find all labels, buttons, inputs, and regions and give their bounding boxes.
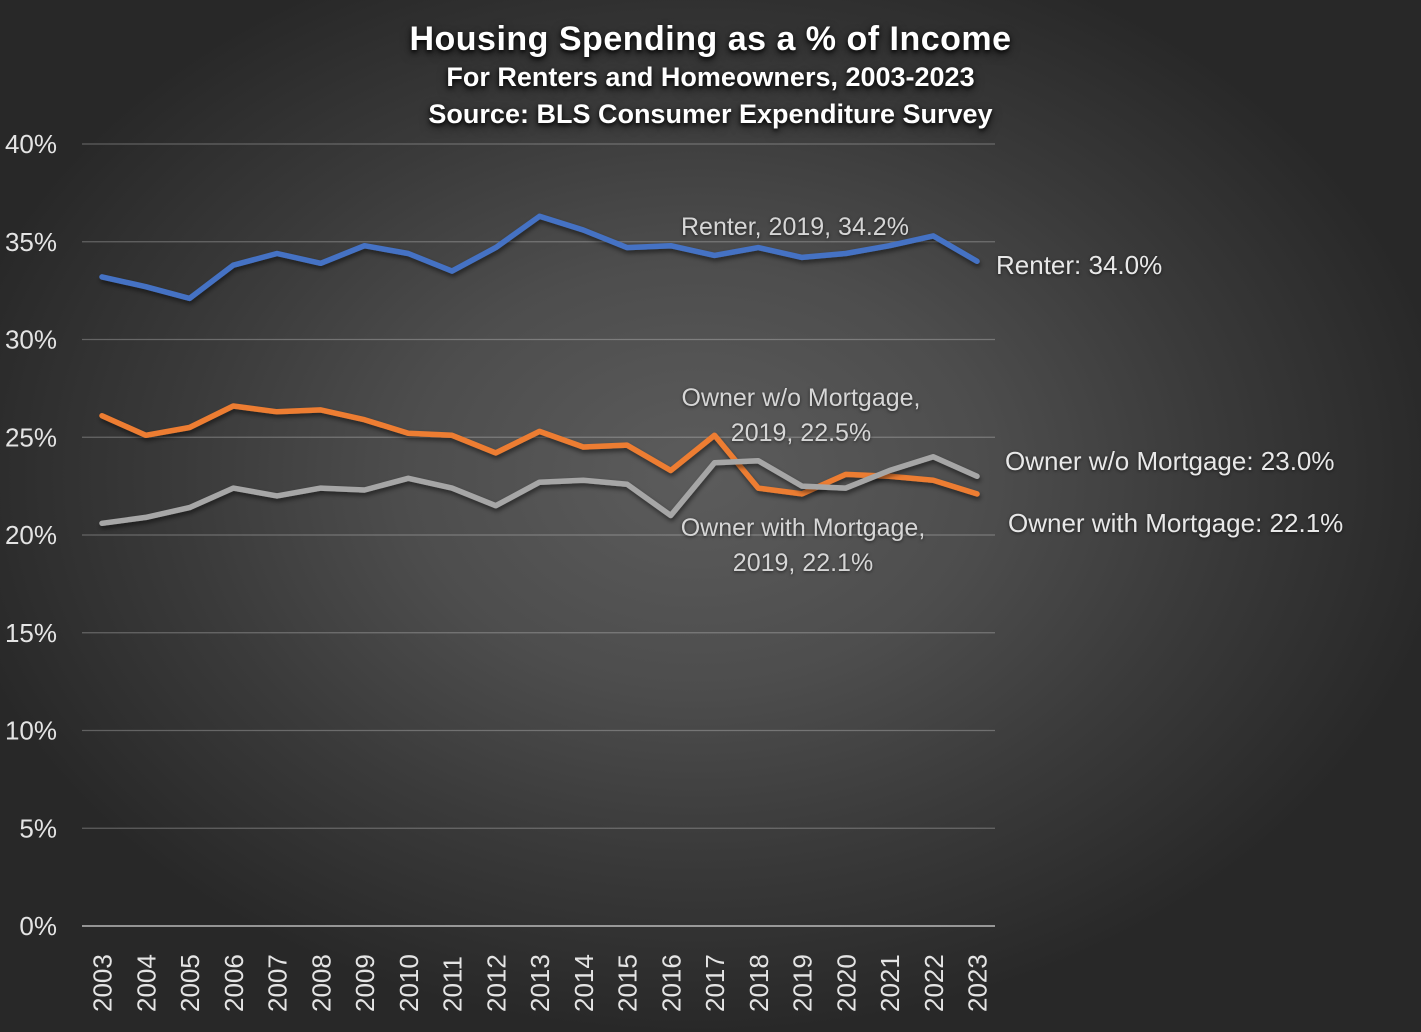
chart-title: Housing Spending as a % of Income — [409, 20, 1012, 58]
data-label-renter-2019: Renter, 2019, 34.2% — [681, 213, 909, 241]
y-tick-label-10: 10% — [5, 716, 57, 746]
series-line-owner-w-o-mortgage — [99, 454, 980, 527]
y-tick-label-0: 0% — [19, 911, 57, 941]
y-tick-label-30: 30% — [5, 325, 57, 355]
y-tick-label-5: 5% — [19, 813, 57, 843]
x-tick-label-2007: 2007 — [263, 954, 293, 1012]
x-tick-label-2022: 2022 — [919, 954, 949, 1012]
x-tick-label-2006: 2006 — [219, 954, 249, 1012]
data-label-owner-with-2019-line1: Owner with Mortgage, — [680, 514, 926, 542]
x-tick-label-2018: 2018 — [744, 954, 774, 1012]
x-tick-label-2023: 2023 — [963, 954, 993, 1012]
x-tick-label-2005: 2005 — [175, 954, 205, 1012]
x-tick-label-2019: 2019 — [788, 954, 818, 1012]
data-label-owner-with-2019: Owner with Mortgage, 2019, 22.1% — [681, 511, 926, 581]
data-label-owner-with-2019-line2: 2019, 22.1% — [732, 549, 874, 577]
x-tick-label-2011: 2011 — [438, 956, 468, 1012]
x-tick-label-2010: 2010 — [394, 954, 424, 1012]
x-tick-label-2014: 2014 — [569, 954, 599, 1012]
x-tick-label-2021: 2021 — [875, 954, 905, 1012]
x-tick-label-2009: 2009 — [350, 954, 380, 1012]
end-label-owner-wo: Owner w/o Mortgage: 23.0% — [1005, 446, 1335, 476]
data-label-owner-wo-2019: Owner w/o Mortgage, 2019, 22.5% — [682, 381, 921, 451]
x-tick-label-2004: 2004 — [131, 954, 161, 1012]
x-tick-label-2008: 2008 — [306, 954, 336, 1012]
x-tick-label-2003: 2003 — [88, 954, 118, 1012]
y-tick-label-20: 20% — [5, 520, 57, 550]
x-tick-label-2016: 2016 — [656, 954, 686, 1012]
y-tick-label-25: 25% — [5, 422, 57, 452]
x-tick-label-2017: 2017 — [700, 954, 730, 1012]
x-tick-label-2012: 2012 — [481, 954, 511, 1012]
y-tick-label-40: 40% — [5, 129, 57, 159]
data-label-owner-wo-2019-line1: Owner w/o Mortgage, — [681, 384, 921, 412]
x-tick-label-2020: 2020 — [831, 954, 861, 1012]
y-tick-label-15: 15% — [5, 618, 57, 648]
series-line-renter — [99, 213, 980, 302]
x-tick-label-2015: 2015 — [613, 954, 643, 1012]
end-label-renter: Renter: 34.0% — [996, 250, 1163, 280]
series-line-owner-with-mortgage — [99, 403, 980, 497]
chart-subtitle: For Renters and Homeowners, 2003-2023 — [446, 62, 975, 92]
x-tick-label-2013: 2013 — [525, 954, 555, 1012]
y-tick-label-35: 35% — [5, 227, 57, 257]
data-label-owner-wo-2019-line2: 2019, 22.5% — [730, 419, 872, 447]
end-label-owner-with: Owner with Mortgage: 22.1% — [1008, 508, 1344, 538]
chart-source: Source: BLS Consumer Expenditure Survey — [428, 99, 993, 129]
